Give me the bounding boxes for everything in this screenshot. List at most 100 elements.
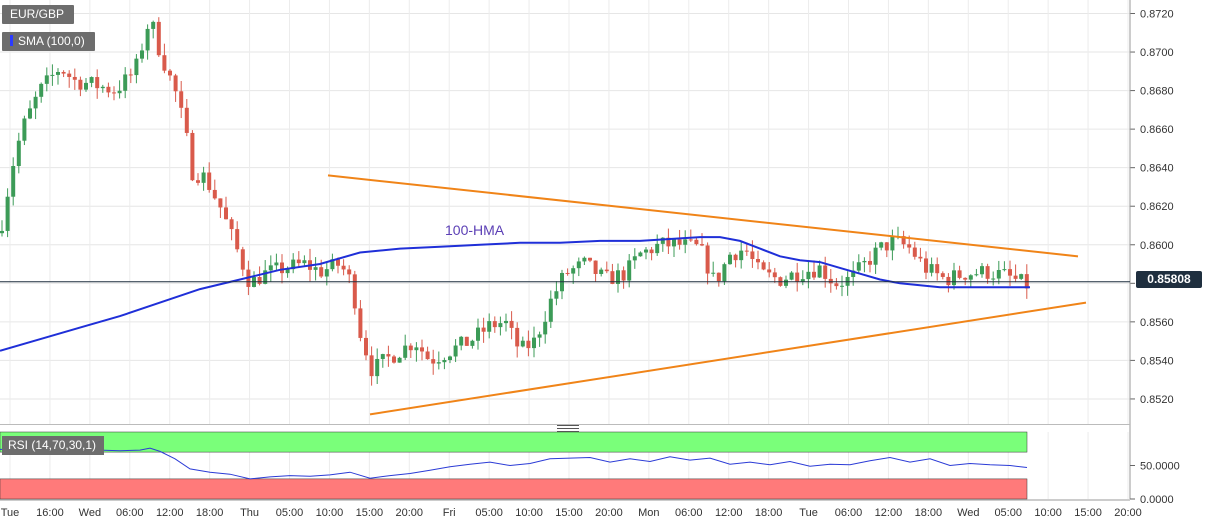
candle-body — [487, 321, 492, 332]
candle-body — [873, 247, 878, 265]
candle-body — [285, 269, 290, 274]
candle-body — [565, 272, 570, 274]
candle-body — [302, 260, 307, 264]
candle-body — [134, 58, 139, 76]
candle-body — [705, 245, 710, 274]
time-tick-label: 18:00 — [196, 507, 224, 519]
time-tick-label: Tue — [1, 507, 20, 519]
candle-body — [694, 239, 699, 245]
time-tick-label: 15:00 — [356, 507, 384, 519]
candle-body — [464, 336, 469, 346]
symbol-label: EUR/GBP — [10, 7, 65, 21]
candle-body — [196, 180, 200, 183]
candle-body — [537, 334, 542, 338]
candle-body — [380, 354, 385, 359]
candle-body — [11, 166, 16, 197]
price-tick-label: 0.8600 — [1140, 240, 1174, 252]
candle-body — [974, 274, 979, 276]
candle-body — [201, 172, 206, 183]
candle-body — [957, 270, 962, 278]
candle-body — [364, 337, 368, 356]
candle-body — [336, 259, 340, 266]
candle-body — [884, 242, 889, 251]
candle-body — [330, 259, 335, 270]
candle-body — [392, 356, 396, 363]
candle-body — [963, 277, 968, 280]
candle-body — [61, 71, 66, 74]
candle-body — [89, 77, 94, 83]
candle-body — [162, 55, 167, 71]
candle-body — [649, 249, 654, 254]
candle-body — [324, 269, 329, 277]
candle-body — [660, 237, 665, 244]
candle-body — [627, 260, 632, 281]
candle-body — [22, 118, 27, 141]
candle-body — [901, 236, 906, 245]
candle-body — [341, 265, 346, 270]
candle-body — [700, 244, 704, 246]
candle-body — [515, 327, 520, 347]
candle-body — [504, 320, 508, 324]
candle-body — [44, 75, 49, 84]
candle-body — [207, 172, 212, 190]
last-price-badge: 0.85808 — [1136, 271, 1202, 288]
price-tick-label: 0.8660 — [1140, 124, 1174, 136]
time-tick-label: 12:00 — [875, 507, 903, 519]
candle-body — [621, 270, 626, 281]
candle-body — [576, 261, 581, 269]
candles — [0, 17, 1029, 386]
candle-body — [375, 358, 380, 377]
candle-body — [313, 267, 318, 270]
price-tick-label: 0.8560 — [1140, 317, 1174, 329]
candle-body — [571, 268, 576, 274]
time-tick-label: 06:00 — [116, 507, 144, 519]
candle-body — [190, 132, 195, 181]
rsi-tick-label: 0.0000 — [1140, 494, 1174, 506]
upper-trendline — [327, 174, 1079, 258]
indicator-tag: SMA (100,0) — [2, 32, 95, 51]
candle-body — [644, 249, 648, 253]
pane-resize-handle[interactable] — [557, 425, 579, 432]
candle-body — [112, 92, 116, 94]
candle-body — [828, 278, 833, 284]
time-tick-label: Mon — [638, 507, 659, 519]
candle-body — [588, 257, 592, 261]
candle-body — [879, 242, 884, 248]
candle-body — [991, 278, 996, 280]
candle-body — [179, 91, 184, 108]
candle-body — [397, 357, 402, 363]
candle-body — [800, 279, 805, 282]
candle-body — [677, 239, 682, 245]
sma-color-icon — [10, 35, 13, 46]
candle-body — [924, 258, 928, 273]
candle-body — [935, 264, 940, 274]
price-tick-label: 0.8620 — [1140, 201, 1174, 213]
candle-body — [319, 267, 324, 277]
candle-body — [946, 276, 951, 286]
candle-body — [526, 340, 531, 349]
candle-body — [72, 76, 77, 80]
rsi-oversold-band — [0, 478, 1028, 500]
candle-body — [436, 362, 441, 364]
price-tick-label: 0.8720 — [1140, 8, 1174, 20]
candle-body — [117, 90, 122, 94]
candle-body — [985, 266, 990, 279]
candle-body — [218, 198, 223, 208]
candle-body — [554, 291, 559, 299]
time-tick-label: 15:00 — [555, 507, 583, 519]
candle-body — [789, 272, 794, 280]
candle-body — [655, 243, 660, 254]
candle-body — [851, 270, 856, 277]
time-tick-label: 10:00 — [515, 507, 543, 519]
time-tick-label: 18:00 — [915, 507, 943, 519]
candle-body — [834, 283, 839, 287]
time-tick-label: Tue — [799, 507, 818, 519]
candle-body — [1019, 274, 1024, 279]
candle-body — [498, 323, 503, 328]
time-tick-label: 06:00 — [675, 507, 703, 519]
candle-body — [39, 83, 44, 97]
candle-body — [140, 50, 144, 59]
candle-body — [470, 340, 475, 346]
candle-body — [274, 262, 279, 266]
